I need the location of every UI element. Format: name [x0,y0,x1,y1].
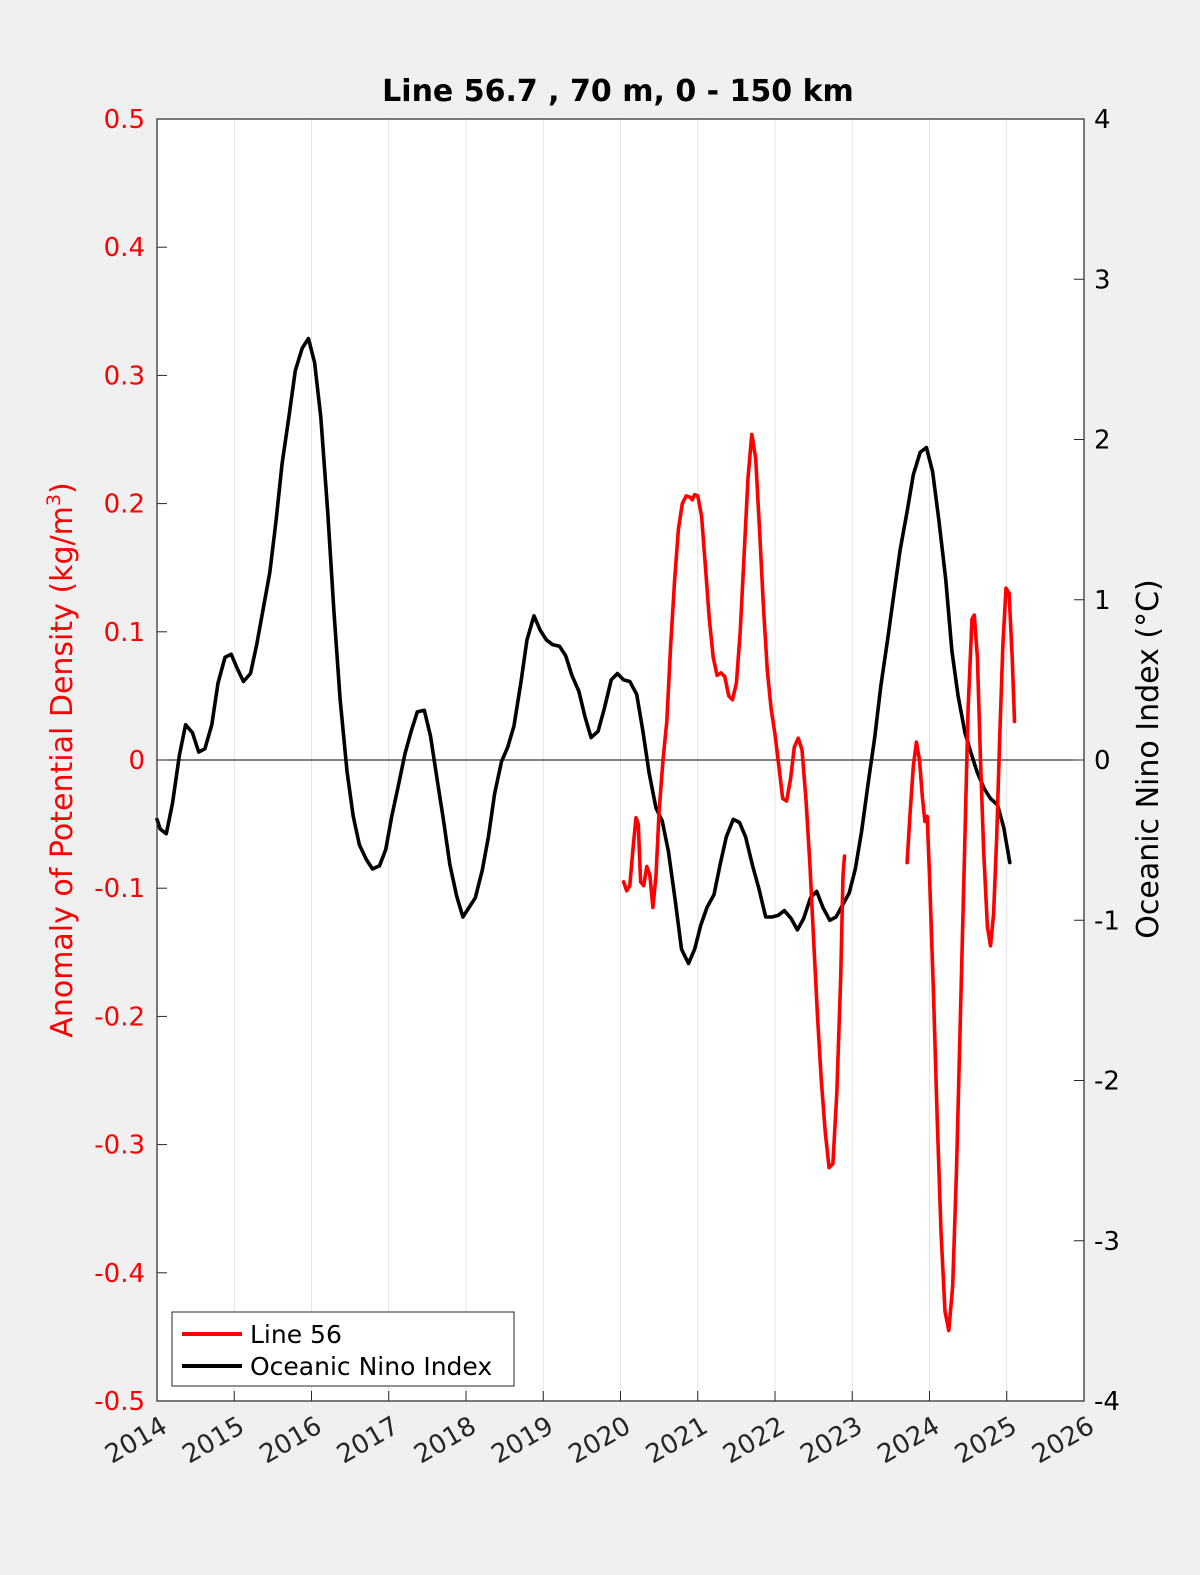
left-tick-label: 0.2 [104,490,145,520]
series-oceanic-nino-index [155,336,1012,966]
right-tick-label: -1 [1094,906,1120,936]
left-y-axis: -0.5 -0.4 -0.3 -0.2 -0.1 0 0.1 0.2 0.3 0.4 0.5 [94,105,167,1417]
series-layer [155,336,1017,1333]
right-tick-label: -4 [1094,1387,1120,1417]
left-tick-label: -0.3 [94,1131,145,1161]
left-axis-label-close: ) [45,482,80,494]
left-tick-label: 0.1 [104,618,145,648]
left-tick-label: -0.2 [94,1002,145,1032]
chart-title: Line 56.7 , 70 m, 0 - 150 km [382,74,854,109]
legend-label-oni: Oceanic Nino Index [250,1352,492,1381]
left-tick-label: -0.1 [94,874,145,904]
left-tick-label: 0.4 [104,233,145,263]
legend-label-line-56: Line 56 [250,1320,342,1349]
right-tick-label: 4 [1094,105,1111,135]
left-tick-label: 0.3 [104,361,145,391]
left-tick-label: -0.4 [94,1259,145,1289]
right-tick-label: 3 [1094,265,1111,295]
right-tick-label: 0 [1094,746,1111,776]
series-line-56 [621,432,847,1170]
legend: Line 56 Oceanic Nino Index [171,1311,515,1387]
series-line-56 [905,586,1017,1333]
left-tick-label: -0.5 [94,1387,145,1417]
right-tick-label: -2 [1094,1067,1120,1097]
legend-box [171,1311,515,1387]
left-axis-label-main: Anomaly of Potential Density (kg/m [45,506,80,1038]
right-tick-label: -3 [1094,1227,1120,1257]
right-axis-label: Oceanic Nino Index (°C) [1131,579,1166,939]
left-axis-label: Anomaly of Potential Density (kg/m3) [43,482,80,1037]
left-tick-label: 0 [128,746,145,776]
right-tick-label: 2 [1094,426,1111,456]
left-axis-label-superscript: 3 [43,494,65,506]
right-y-axis: -4 -3 -2 -1 0 1 2 3 4 [1074,105,1120,1417]
left-tick-label: 0.5 [104,105,145,135]
right-tick-label: 1 [1094,586,1111,616]
